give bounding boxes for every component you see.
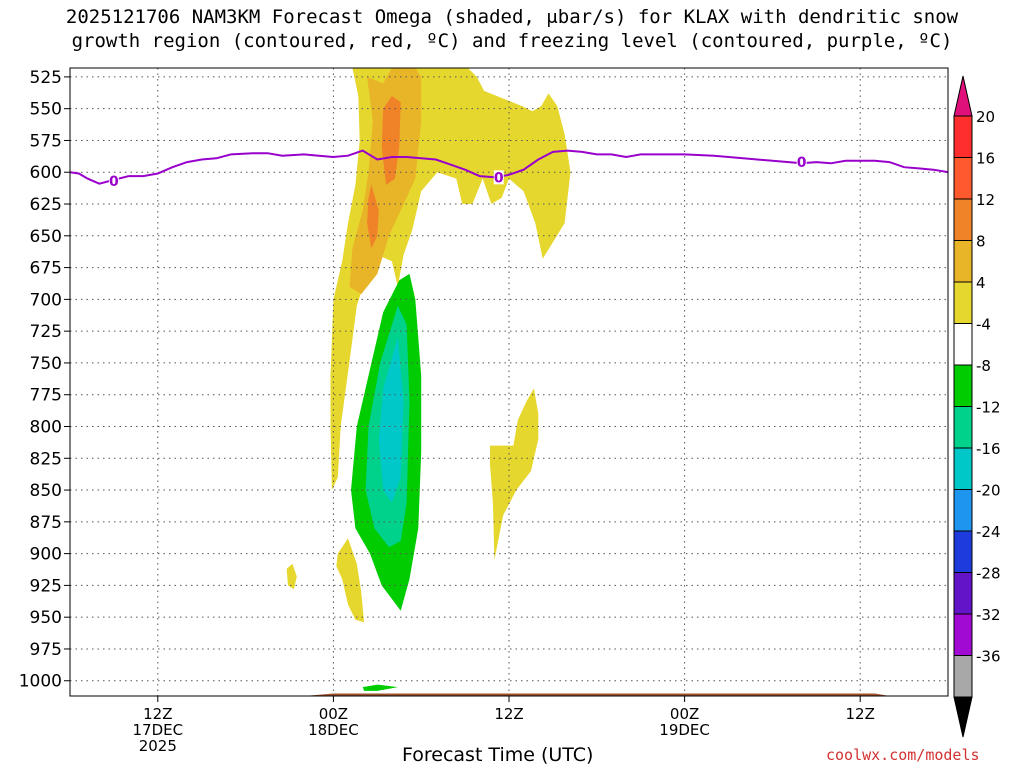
x-axis-label: Forecast Time (UTC): [402, 744, 594, 766]
ytick-label-925: 925: [30, 576, 62, 596]
colorbar-swatch-12: [953, 613, 973, 656]
freezing-label-2: 0: [797, 155, 807, 171]
omega-region-positive-12-16-lower: [367, 185, 379, 249]
colorbar-swatch-8: [953, 447, 973, 490]
ytick-label-650: 650: [30, 227, 62, 247]
ytick-label-975: 975: [30, 640, 62, 660]
colorbar-swatch-2: [953, 198, 973, 241]
colorbar-swatch-13: [953, 655, 973, 698]
xtick-label-1-0: 00Z: [319, 705, 348, 723]
freezing-label-0: 0: [109, 174, 119, 190]
xtick-label-3-0: 00Z: [670, 705, 699, 723]
colorbar-swatch-11: [953, 572, 973, 615]
omega-region-positive-4-8-small: [336, 538, 365, 623]
colorbar-label-13: -36: [976, 648, 1001, 666]
ytick-label-900: 900: [30, 545, 62, 565]
freezing-label-1: 0: [494, 170, 504, 186]
xtick-label-0-0: 12Z: [143, 705, 172, 723]
omega-region-negative-4-8-bottom: [362, 684, 398, 691]
omega-shading: [286, 68, 571, 691]
freezing-level-contour: 0 0 0: [70, 149, 948, 190]
xtick-label-0-1: 17DEC: [133, 721, 184, 739]
colorbar-label-10: -24: [976, 523, 1001, 541]
ytick-label-800: 800: [30, 417, 62, 437]
xtick-label-1-1: 18DEC: [308, 721, 359, 739]
colorbar-swatch-6: [953, 364, 973, 407]
freezing-label-bg-2: [796, 155, 807, 170]
colorbar-label-1: 16: [976, 150, 995, 168]
ytick-label-700: 700: [30, 290, 62, 310]
colorbar-label-9: -20: [976, 482, 1001, 500]
ytick-label-725: 725: [30, 322, 62, 342]
omega-region-positive-12-16: [381, 96, 401, 185]
colorbar-swatch-9: [953, 489, 973, 532]
omega-region-negative-12-16: [378, 337, 404, 503]
omega-region-positive-8-12: [349, 68, 422, 295]
ytick-label-575: 575: [30, 131, 62, 151]
freezing-level-line: [70, 149, 948, 185]
colorbar-swatch-7: [953, 406, 973, 449]
colorbar-top-arrow: [953, 75, 973, 117]
credit-link[interactable]: coolwx.com/models: [826, 746, 980, 764]
colorbar-label-11: -28: [976, 565, 1001, 583]
colorbar-bottom-arrow: [953, 696, 973, 738]
xtick-label-2-0: 12Z: [494, 705, 523, 723]
colorbar-swatch-1: [953, 157, 973, 200]
colorbar-swatch-3: [953, 240, 973, 283]
xtick-label-3-1: 19DEC: [659, 721, 710, 739]
colorbar-label-7: -12: [976, 399, 1001, 417]
xtick-label-0-2: 2025: [139, 737, 177, 755]
colorbar-label-6: -8: [976, 357, 991, 375]
colorbar-label-0: 20: [976, 108, 995, 126]
ytick-label-550: 550: [30, 100, 62, 120]
xtick-label-4-0: 12Z: [846, 705, 875, 723]
grid-lines: [70, 68, 948, 696]
chart-title-line2: growth region (contoured, red, ºC) and f…: [71, 30, 953, 52]
ytick-label-625: 625: [30, 195, 62, 215]
colorbar-swatch-4: [953, 281, 973, 324]
omega-region-positive-4-8-lower: [490, 388, 539, 560]
ytick-label-750: 750: [30, 354, 62, 374]
ytick-label-950: 950: [30, 608, 62, 628]
chart-title-line1: 2025121706 NAM3KM Forecast Omega (shaded…: [65, 6, 959, 28]
ytick-label-850: 850: [30, 481, 62, 501]
ytick-label-675: 675: [30, 259, 62, 279]
ytick-label-825: 825: [30, 449, 62, 469]
colorbar: 20 16 12 8 4 -4 -8 -12 -16 -20 -24 -28 -32 -36: [953, 75, 1001, 738]
ground-layer: [70, 693, 948, 696]
colorbar-label-12: -32: [976, 606, 1001, 624]
ytick-label-1000: 1000: [19, 672, 62, 692]
y-axis: 525 550 575 600 625 650 675 700 725 750 775 800 825 8…: [19, 68, 70, 692]
colorbar-label-5: -4: [976, 316, 991, 334]
ytick-label-875: 875: [30, 513, 62, 533]
ytick-label-775: 775: [30, 386, 62, 406]
ytick-label-600: 600: [30, 163, 62, 183]
colorbar-label-4: 4: [976, 274, 986, 292]
colorbar-label-3: 8: [976, 233, 986, 251]
colorbar-label-2: 12: [976, 191, 995, 209]
ytick-label-525: 525: [30, 68, 62, 88]
freezing-label-bg-1: [493, 170, 504, 185]
colorbar-swatch-0: [953, 115, 973, 158]
omega-region-positive-4-8-dot: [286, 563, 297, 590]
colorbar-swatch-10: [953, 530, 973, 573]
colorbar-label-8: -16: [976, 440, 1001, 458]
ground-fill: [70, 693, 948, 696]
colorbar-swatch-5: [953, 323, 973, 366]
freezing-label-bg-0: [108, 174, 119, 189]
